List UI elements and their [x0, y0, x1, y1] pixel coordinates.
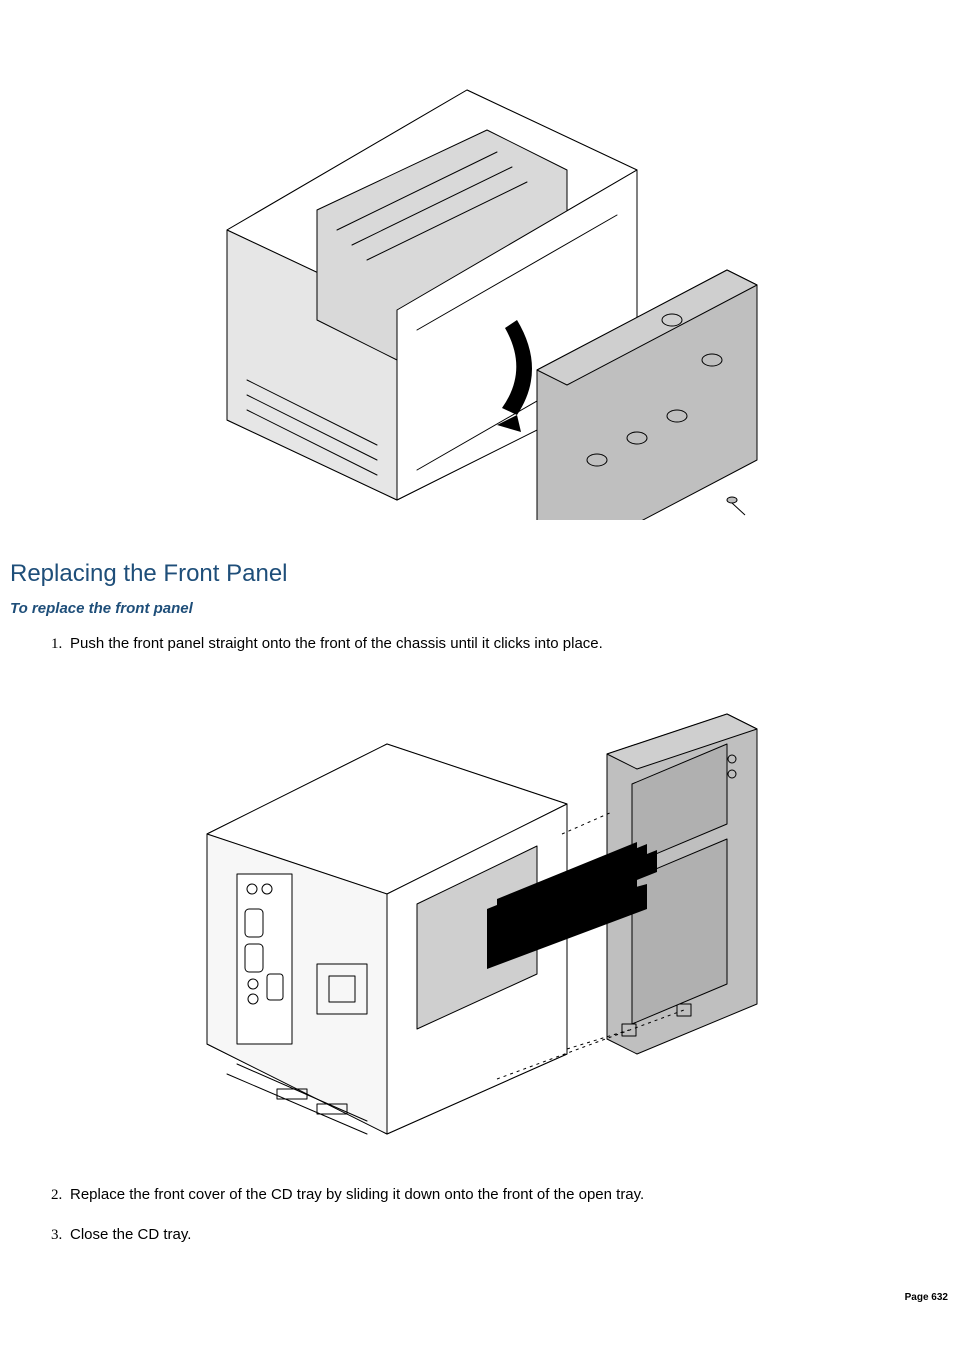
figure-replace-panel	[10, 674, 944, 1144]
step-item: Replace the front cover of the CD tray b…	[66, 1184, 944, 1207]
section-subheading: To replace the front panel	[10, 600, 944, 617]
chassis-exploded-svg	[167, 20, 787, 520]
page-number: Page 632	[905, 1292, 948, 1303]
section-heading: Replacing the Front Panel	[10, 560, 944, 588]
steps-list-continued: Replace the front cover of the CD tray b…	[66, 1184, 944, 1247]
steps-list: Push the front panel straight onto the f…	[66, 633, 944, 656]
step-item: Close the CD tray.	[66, 1224, 944, 1247]
figure-remove-panel	[10, 20, 944, 520]
step-item: Push the front panel straight onto the f…	[66, 633, 944, 656]
chassis-replace-svg	[167, 674, 787, 1144]
